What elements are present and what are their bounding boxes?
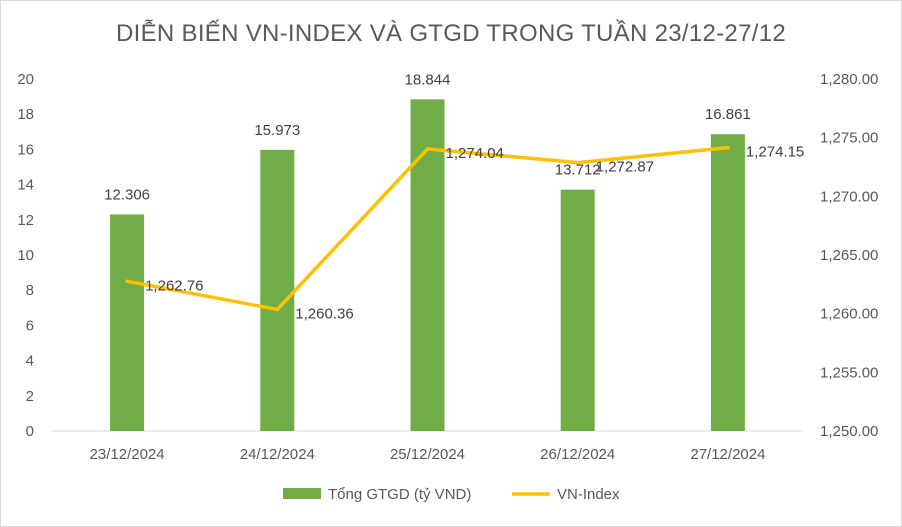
y-left-tick-label: 18: [17, 106, 34, 123]
y-left-tick-label: 20: [17, 71, 34, 88]
x-tick-label: 23/12/2024: [90, 446, 165, 463]
y-right-tick-label: 1,265.00: [820, 247, 878, 264]
x-tick-label: 25/12/2024: [390, 446, 465, 463]
bar-data-label: 18.844: [405, 71, 451, 88]
bar: [710, 134, 745, 431]
bar-data-label: 16.861: [705, 106, 751, 123]
bar: [410, 99, 445, 432]
bar: [110, 214, 145, 431]
line-data-label: 1,272.87: [596, 159, 654, 176]
bar: [560, 189, 595, 431]
x-tick-label: 26/12/2024: [540, 446, 615, 463]
line-data-label: 1,274.04: [446, 145, 504, 162]
y-right-tick-label: 1,250.00: [820, 423, 878, 440]
legend-swatch-bar: [283, 488, 321, 499]
y-left-tick-label: 2: [26, 388, 34, 405]
legend-label-line: VN-Index: [557, 486, 620, 503]
chart-title: DIỄN BIẾN VN-INDEX VÀ GTGD TRONG TUẦN 23…: [116, 20, 786, 47]
y-left-tick-label: 8: [26, 282, 34, 299]
legend-label-bar: Tổng GTGD (tỷ VND): [328, 486, 471, 503]
y-right-tick-label: 1,255.00: [820, 364, 878, 381]
line-data-label: 1,262.76: [145, 277, 203, 294]
y-left-tick-label: 0: [26, 423, 34, 440]
y-right-tick-label: 1,260.00: [820, 306, 878, 323]
y-right-tick-label: 1,280.00: [820, 71, 878, 88]
bar-data-label: 12.306: [104, 186, 150, 203]
bar-data-label: 15.973: [254, 122, 300, 139]
y-right-tick-label: 1,275.00: [820, 130, 878, 147]
y-right-tick-label: 1,270.00: [820, 188, 878, 205]
x-tick-label: 27/12/2024: [690, 446, 765, 463]
y-left-tick-label: 6: [26, 317, 34, 334]
line-point: [575, 160, 580, 165]
y-left-tick-label: 14: [17, 177, 34, 194]
line-point: [726, 145, 730, 150]
x-tick-label: 24/12/2024: [240, 446, 315, 463]
line-data-label: 1,274.15: [746, 144, 804, 161]
line-point: [125, 279, 129, 284]
y-left-tick-label: 10: [17, 247, 34, 264]
y-left-tick-label: 16: [17, 141, 34, 158]
bar: [260, 149, 295, 432]
line-point: [425, 147, 430, 151]
y-left-tick-label: 12: [17, 212, 34, 229]
y-left-tick-label: 4: [26, 353, 34, 370]
line-data-label: 1,260.36: [295, 305, 353, 322]
bar-data-label: 13.712: [555, 162, 601, 179]
line-point: [275, 307, 280, 312]
